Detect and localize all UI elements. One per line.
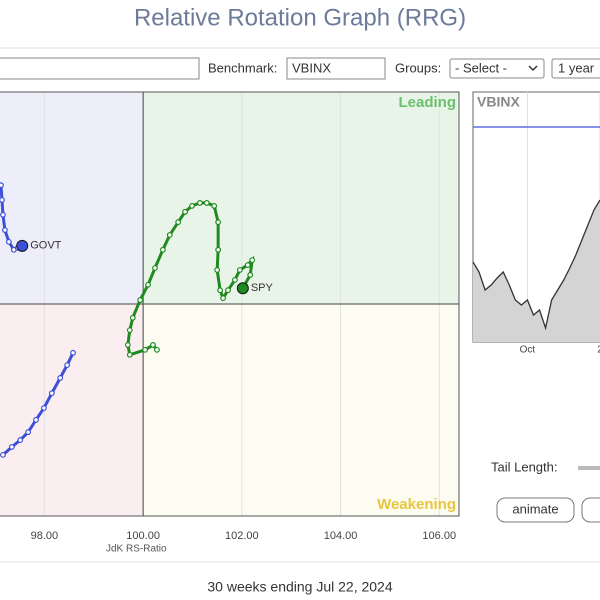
x-tick-label: 98.00 bbox=[31, 530, 59, 542]
mini-tick-label: 2 bbox=[597, 345, 600, 356]
plot-border bbox=[0, 91, 460, 517]
tail-point bbox=[220, 295, 226, 301]
tail-point bbox=[5, 238, 12, 245]
tail-point bbox=[150, 342, 156, 348]
groups-select[interactable] bbox=[449, 58, 545, 79]
tail-point bbox=[8, 444, 15, 450]
quadrant-top-right bbox=[143, 92, 459, 304]
dropdown-arrow bbox=[528, 65, 538, 72]
animate-label: animate bbox=[512, 501, 558, 516]
groups-value: - Select - bbox=[455, 60, 507, 75]
tail-point bbox=[166, 232, 173, 238]
head-point bbox=[16, 239, 29, 252]
tail-length-label: Tail Length: bbox=[491, 459, 558, 474]
tail-point bbox=[48, 390, 55, 397]
tail-point bbox=[152, 265, 158, 271]
tail-point bbox=[70, 349, 76, 356]
tail-point bbox=[137, 297, 144, 303]
x-tick-label: 102.00 bbox=[225, 530, 259, 542]
period-select[interactable] bbox=[551, 58, 600, 79]
tail-point bbox=[17, 437, 24, 443]
x-tick-label: 100.00 bbox=[126, 530, 160, 542]
benchmark-value: VBINX bbox=[292, 60, 331, 75]
tail-point bbox=[214, 267, 221, 273]
tail-point bbox=[142, 346, 149, 353]
quadrant-bottom-right bbox=[143, 304, 459, 516]
tail-point bbox=[215, 246, 222, 253]
rrg-chart: 98.00 100.00 102.00 104.00 106.00 JdK RS-Rati… bbox=[0, 91, 460, 555]
tail-point bbox=[129, 314, 136, 321]
tail-line bbox=[1, 352, 75, 456]
tail-point bbox=[217, 287, 224, 294]
tail-point bbox=[175, 219, 182, 226]
tail-point bbox=[236, 267, 243, 273]
tail-point bbox=[211, 202, 218, 209]
tail-point bbox=[41, 405, 47, 411]
quadrant-bottom-left bbox=[0, 304, 144, 516]
tail-point bbox=[64, 362, 71, 369]
tail-point bbox=[33, 416, 39, 423]
x-tick-label: 106.00 bbox=[422, 530, 456, 542]
benchmark-chart: Oct 2 VBINX bbox=[472, 91, 600, 356]
tail-point bbox=[215, 219, 222, 226]
period-value: 1 year bbox=[558, 60, 595, 75]
tail-point bbox=[225, 287, 231, 294]
footer: 30 weeks ending Jul 22, 2024 bbox=[207, 579, 392, 595]
tail-point bbox=[154, 346, 160, 353]
tail-point bbox=[2, 227, 8, 233]
quadrant-label: Leading bbox=[398, 94, 456, 111]
tail-point bbox=[25, 429, 32, 436]
tail-point bbox=[124, 342, 131, 348]
tail-point bbox=[0, 182, 4, 189]
quadrant-top-left bbox=[0, 92, 144, 304]
mini-title: VBINX bbox=[477, 94, 520, 110]
tail-point bbox=[247, 272, 254, 278]
tail-point bbox=[126, 351, 133, 358]
tail-point bbox=[232, 276, 238, 283]
tail-point bbox=[0, 211, 6, 218]
x-axis-label: JdK RS-Ratio bbox=[106, 544, 167, 555]
series-label: GOVT bbox=[30, 240, 61, 252]
page-title: Relative Rotation Graph (RRG) bbox=[134, 4, 466, 31]
head-point bbox=[236, 282, 249, 295]
tail-point bbox=[57, 375, 64, 381]
tail-point bbox=[189, 202, 195, 209]
mini-area bbox=[473, 200, 600, 342]
tail-point bbox=[126, 327, 133, 334]
step-button[interactable] bbox=[581, 497, 600, 523]
benchmark-label: Benchmark: bbox=[208, 60, 277, 75]
mini-tick-label: Oct bbox=[520, 345, 536, 356]
tail-point bbox=[159, 246, 166, 253]
series-label: SPY bbox=[251, 282, 274, 294]
x-tick-label: 104.00 bbox=[324, 530, 358, 542]
tail-point bbox=[145, 281, 151, 288]
tail-point bbox=[244, 262, 251, 268]
mini-line bbox=[472, 199, 600, 331]
symbol-input[interactable] bbox=[0, 57, 200, 80]
tail-point bbox=[203, 200, 210, 206]
tail-point bbox=[0, 197, 5, 203]
benchmark-input[interactable] bbox=[286, 57, 386, 80]
tail-point bbox=[0, 451, 6, 458]
animate-button[interactable] bbox=[496, 497, 575, 523]
tail-point bbox=[249, 257, 256, 264]
tail-point bbox=[182, 208, 188, 215]
tail-point bbox=[196, 200, 203, 206]
quadrant-label: Weakening bbox=[377, 496, 456, 513]
groups-label: Groups: bbox=[395, 60, 441, 75]
